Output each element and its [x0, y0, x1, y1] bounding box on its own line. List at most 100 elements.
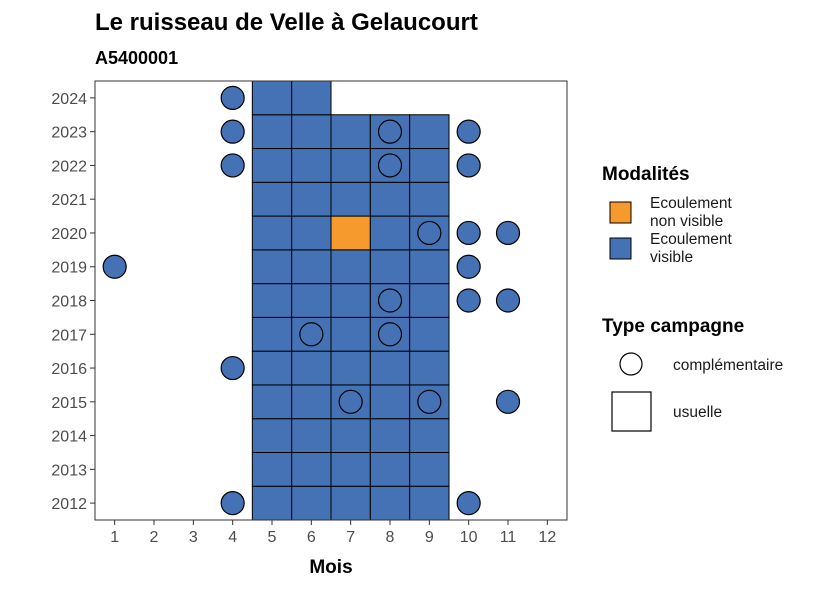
y-tick-label: 2019	[51, 260, 87, 277]
tile-2021-8	[369, 181, 411, 217]
chart-title: Le ruisseau de Velle à Gelaucourt	[95, 9, 478, 36]
tile-2012-9	[409, 485, 450, 521]
tile-2016-7	[330, 350, 371, 386]
tile-2023-9	[409, 114, 450, 150]
tile-2014-8	[369, 418, 411, 453]
point-2022-10	[456, 153, 481, 178]
y-tick-label: 2022	[51, 158, 87, 175]
x-tick-label: 5	[268, 529, 277, 546]
complementaire-points	[102, 85, 521, 516]
tile-2013-5	[251, 451, 293, 487]
legend-key-non-visible	[609, 201, 632, 224]
tile-2022-7	[330, 148, 371, 183]
tile-2016-6	[291, 350, 332, 386]
tile-2012-8	[369, 485, 411, 521]
y-tick-label: 2020	[51, 226, 87, 243]
y-tick-label: 2023	[51, 125, 87, 142]
tile-2015-5	[251, 384, 293, 420]
legend-campaign-title: Type campagne	[602, 316, 744, 337]
x-axis: 1 2 3 4 5 6 7 8 9 10 11 12	[110, 520, 556, 546]
point-2012-10	[456, 491, 481, 516]
y-tick-label: 2013	[51, 462, 87, 479]
point-2023-4	[220, 119, 245, 144]
usuelle-tiles	[251, 80, 450, 521]
tile-2016-5	[251, 350, 293, 386]
point-2018-8	[377, 288, 403, 313]
x-tick-label: 6	[307, 529, 316, 546]
tile-2021-6	[291, 181, 332, 217]
tile-2014-6	[291, 418, 332, 453]
y-tick-label: 2024	[51, 91, 87, 108]
tile-2017-7	[330, 316, 371, 352]
tile-2023-7	[330, 114, 371, 150]
y-tick-label: 2021	[51, 192, 87, 209]
legend-label-line: non visible	[650, 213, 723, 230]
tile-2021-9	[409, 181, 450, 217]
x-axis-title: Mois	[309, 557, 352, 578]
plot-panel	[94, 80, 568, 521]
point-2018-11	[495, 288, 521, 313]
tile-2024-6	[291, 80, 332, 116]
tile-2019-8	[369, 249, 411, 285]
point-2019-10	[456, 254, 481, 279]
tile-2020-6	[291, 215, 332, 251]
tile-2019-9	[409, 249, 450, 285]
tile-2021-7	[330, 181, 371, 217]
tile-2016-9	[409, 350, 450, 386]
point-2017-6	[299, 322, 324, 347]
tile-2013-9	[409, 451, 450, 487]
tile-2014-7	[330, 418, 371, 453]
point-2022-4	[220, 153, 245, 178]
tile-2022-5	[251, 148, 293, 183]
tile-2012-6	[291, 485, 332, 521]
tile-2018-5	[251, 283, 293, 318]
point-2018-10	[456, 288, 481, 313]
legend-key-usuelle	[611, 391, 652, 432]
x-tick-label: 10	[460, 529, 478, 546]
x-tick-label: 1	[110, 529, 119, 546]
tile-2023-6	[291, 114, 332, 150]
x-tick-label: 9	[425, 529, 434, 546]
point-2019-1	[102, 254, 127, 279]
x-tick-label: 12	[538, 529, 556, 546]
point-2023-8	[377, 119, 403, 144]
x-tick-label: 3	[189, 529, 198, 546]
tile-2012-5	[251, 485, 293, 521]
y-tick-label: 2018	[51, 294, 87, 311]
tile-2013-6	[291, 451, 332, 487]
tile-2019-6	[291, 249, 332, 285]
tile-2013-7	[330, 451, 371, 487]
tile-2019-7	[330, 249, 371, 285]
tile-2014-9	[409, 418, 450, 453]
legend-campaign-types: complémentaire usuelle	[611, 352, 783, 432]
tile-2020-7	[330, 215, 371, 251]
tile-2018-7	[330, 283, 371, 318]
chart-subtitle: A5400001	[95, 48, 178, 68]
legend-modalites-title: Modalités	[602, 164, 690, 185]
point-2017-8	[377, 322, 403, 347]
point-2012-4	[220, 491, 245, 516]
tile-2017-9	[409, 316, 450, 352]
tile-2022-6	[291, 148, 332, 183]
legend-key-visible	[609, 237, 632, 260]
point-2023-10	[456, 119, 481, 144]
tile-2020-5	[251, 215, 293, 251]
point-2024-4	[220, 85, 245, 110]
legend-label-line: Ecoulement	[650, 231, 733, 248]
tile-2022-9	[409, 148, 450, 183]
tile-2018-9	[409, 283, 450, 318]
point-2022-8	[377, 153, 403, 178]
legend-label-complementaire: complémentaire	[673, 357, 783, 374]
point-2020-11	[495, 220, 521, 246]
tile-2024-5	[251, 80, 293, 116]
point-2015-7	[338, 389, 363, 414]
tile-2012-7	[330, 485, 371, 521]
tile-2023-5	[251, 114, 293, 150]
legend-label-usuelle: usuelle	[673, 404, 722, 421]
point-2015-9	[417, 389, 442, 414]
tile-2014-5	[251, 418, 293, 453]
tile-2019-5	[251, 249, 293, 285]
tile-2015-8	[369, 384, 411, 420]
